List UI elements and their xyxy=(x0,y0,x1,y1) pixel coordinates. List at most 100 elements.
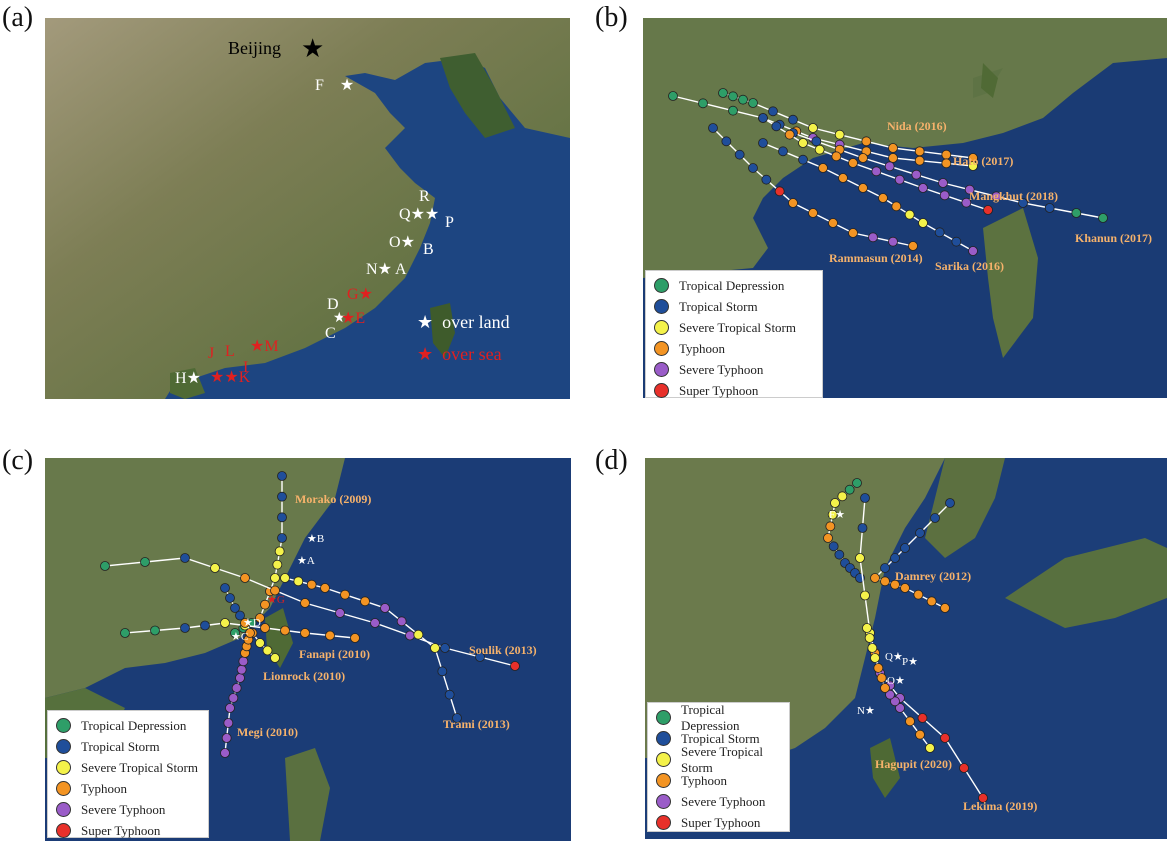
panel-c-label: (c) xyxy=(2,445,34,476)
track-point xyxy=(831,151,842,162)
station-F: F ★ xyxy=(315,77,355,94)
panel-b-label: (b) xyxy=(595,2,628,33)
taiwan-d xyxy=(870,738,900,798)
track-point xyxy=(844,484,855,495)
track-point xyxy=(968,246,978,256)
track-point xyxy=(220,748,230,758)
track-point xyxy=(437,666,448,677)
track-mangkhut xyxy=(758,113,993,215)
legend-b: Tropical Depression Tropical Storm Severe … xyxy=(645,270,823,398)
station-label: ★D xyxy=(243,617,261,629)
track-point xyxy=(255,613,265,623)
track-point xyxy=(900,583,910,593)
legend-label: Tropical Depression xyxy=(81,717,187,733)
track-point xyxy=(220,618,230,628)
track-point xyxy=(904,209,915,220)
track-point xyxy=(890,579,900,590)
track-point xyxy=(961,197,972,208)
track-point xyxy=(828,218,838,228)
track-point xyxy=(280,573,290,583)
track-point xyxy=(860,590,870,601)
map-panel-d: Damrey (2012) Hagupit (2020) Lekima (2019)… xyxy=(645,458,1167,839)
track-point xyxy=(808,208,818,218)
track-point xyxy=(768,106,778,117)
tracks-d: Damrey (2012) Hagupit (2020) Lekima (2019)… xyxy=(823,478,1037,813)
legend-d: Tropical Depression Tropical Storm Severe … xyxy=(647,702,790,832)
track-point xyxy=(277,471,287,481)
track-point xyxy=(360,596,370,607)
track-point xyxy=(277,491,287,502)
typhoon-label: Hato (2017) xyxy=(953,154,1013,168)
station-label: F★ xyxy=(829,509,845,521)
track-point xyxy=(930,513,940,523)
track-point xyxy=(838,173,848,183)
station-label: O★ xyxy=(887,675,905,687)
track-point xyxy=(270,653,280,663)
track-point xyxy=(913,589,924,600)
track-point xyxy=(150,625,160,636)
track-point xyxy=(223,718,234,728)
philippines-b xyxy=(983,208,1038,358)
land-b xyxy=(643,18,1167,278)
typhoon-label: Sarika (2016) xyxy=(935,259,1004,273)
track-point xyxy=(884,161,895,172)
track-point xyxy=(668,91,678,101)
track-point xyxy=(860,493,870,503)
track-point xyxy=(871,166,882,177)
station-label: P★ xyxy=(902,656,918,668)
track-soulik xyxy=(100,553,520,671)
red-star-icon: ★ xyxy=(250,338,265,355)
station-label: N★ xyxy=(857,705,875,717)
station-I: I xyxy=(243,359,249,376)
track-point xyxy=(905,716,915,727)
track-point xyxy=(771,121,782,132)
track-point xyxy=(260,623,270,633)
track-point xyxy=(200,620,210,631)
track-point xyxy=(228,693,239,703)
station-label: ★C xyxy=(231,631,248,643)
track-point xyxy=(180,553,190,563)
map-panel-a: Beijing ★ F ★ R Q★★ P O★ B N★ A D ★ C H★… xyxy=(45,18,570,399)
track-point xyxy=(270,585,280,596)
typhoon-label: Rammasun (2014) xyxy=(829,251,923,265)
legend-swatch xyxy=(654,299,669,314)
legend-swatch xyxy=(56,823,71,838)
track-point xyxy=(934,227,945,238)
legend-label: Severe Typhoon xyxy=(81,801,166,817)
track-point xyxy=(274,546,285,557)
track-point xyxy=(915,528,925,538)
track-point xyxy=(405,630,415,641)
track-point xyxy=(140,557,150,567)
legend-swatch xyxy=(656,815,671,830)
track-point xyxy=(925,743,935,753)
legend-swatch xyxy=(656,752,671,767)
white-star-icon: ★ xyxy=(339,77,355,94)
legend-swatch xyxy=(56,718,71,733)
track-point xyxy=(230,628,240,638)
beijing-star-icon: ★ xyxy=(301,34,325,63)
track-point xyxy=(978,793,988,803)
track-point xyxy=(748,98,758,108)
track-point xyxy=(225,593,235,603)
legend-label: Typhoon xyxy=(681,772,728,788)
track-point xyxy=(280,625,290,636)
station-O: O★ xyxy=(389,234,415,251)
legend-label: Super Typhoon xyxy=(681,814,761,830)
track-point xyxy=(852,478,862,488)
legend-swatch xyxy=(656,773,671,788)
korea-d xyxy=(925,458,1005,558)
track-point xyxy=(245,628,255,638)
track-point xyxy=(798,138,808,148)
legend-label: Tropical Storm xyxy=(679,298,758,314)
track-point xyxy=(876,673,887,683)
track-point xyxy=(808,123,818,133)
track-point xyxy=(1071,208,1082,218)
track-point xyxy=(270,573,280,583)
track-point xyxy=(440,643,450,653)
track-point xyxy=(814,144,825,155)
legend-label: Tropical Depression xyxy=(679,277,785,293)
track-point xyxy=(734,149,745,160)
track-point xyxy=(867,643,878,653)
track-point xyxy=(277,533,287,543)
legend-label: Severe Tropical Storm xyxy=(681,743,763,775)
